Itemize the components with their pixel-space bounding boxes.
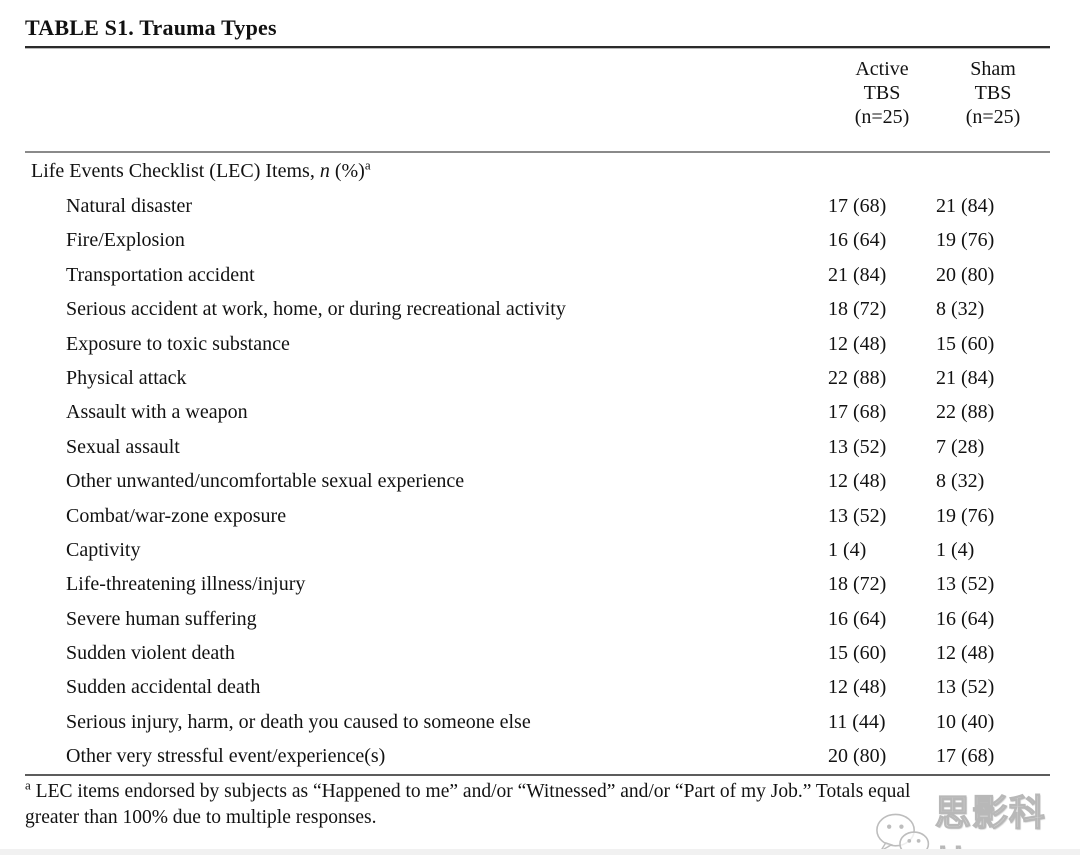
section-header-prefix: Life Events Checklist (LEC) Items, xyxy=(31,160,320,182)
sham-tbs-value: 19 (76) xyxy=(936,229,995,252)
table-row: Physical attack 22 (88) 21 (84) xyxy=(25,361,1050,395)
table-row: Other very stressful event/experience(s)… xyxy=(25,739,1050,773)
row-label: Captivity xyxy=(66,538,141,561)
active-tbs-value: 1 (4) xyxy=(828,538,867,561)
table-row: Natural disaster 17 (68) 21 (84) xyxy=(25,189,1050,223)
sham-tbs-value: 13 (52) xyxy=(936,676,995,699)
row-label: Exposure to toxic substance xyxy=(66,332,290,355)
sham-tbs-value: 10 (40) xyxy=(936,710,995,733)
header-divider-rule xyxy=(25,151,1050,153)
row-label: Serious accident at work, home, or durin… xyxy=(66,298,566,321)
active-tbs-value: 13 (52) xyxy=(828,435,887,458)
row-label: Natural disaster xyxy=(66,195,193,217)
table-row: Serious accident at work, home, or durin… xyxy=(25,292,1050,326)
sham-tbs-value: 1 (4) xyxy=(936,538,975,561)
row-label: Life-threatening illness/injury xyxy=(66,573,306,596)
sham-tbs-value: 7 (28) xyxy=(936,435,985,458)
table-content: TABLE S1. Trauma Types Active TBS (n=25)… xyxy=(25,0,1050,831)
active-tbs-value: 11 (44) xyxy=(828,710,886,733)
table-row: Exposure to toxic substance 12 (48) 15 (… xyxy=(25,327,1050,361)
table-row: Sudden violent death 15 (60) 12 (48) xyxy=(25,636,1050,670)
section-footnote-marker: a xyxy=(364,157,371,173)
row-label: Severe human suffering xyxy=(66,607,257,630)
active-tbs-value: 18 (72) xyxy=(828,573,887,596)
section-header-n-italic: n xyxy=(319,160,330,182)
column-header-line: TBS xyxy=(863,82,901,104)
sham-tbs-value: 22 (88) xyxy=(936,401,995,424)
row-label: Other very stressful event/experience(s) xyxy=(66,745,386,768)
table-row: Severe human suffering 16 (64) 16 (64) xyxy=(25,602,1050,636)
section-header-row: Life Events Checklist (LEC) Items, n (%)… xyxy=(25,153,1050,189)
footnote-line-1: LEC items endorsed by subjects as “Happe… xyxy=(30,780,911,802)
column-header-line: Active xyxy=(855,58,909,80)
active-tbs-value: 16 (64) xyxy=(828,607,887,630)
active-tbs-value: 17 (68) xyxy=(828,401,887,424)
bottom-edge-strip xyxy=(0,849,1080,855)
active-tbs-value: 12 (48) xyxy=(828,470,887,493)
sham-tbs-value: 17 (68) xyxy=(936,745,995,768)
section-header-suffix: (%) xyxy=(329,160,365,182)
active-tbs-value: 13 (52) xyxy=(828,504,887,527)
row-label: Fire/Explosion xyxy=(66,229,185,252)
active-tbs-value: 16 (64) xyxy=(828,229,887,252)
table-bottom-rule xyxy=(25,773,1050,776)
sham-tbs-value: 21 (84) xyxy=(936,366,995,389)
row-label: Physical attack xyxy=(66,366,187,389)
table-row: Serious injury, harm, or death you cause… xyxy=(25,705,1050,739)
column-header-line: TBS xyxy=(974,82,1012,104)
sham-tbs-value: 16 (64) xyxy=(936,607,995,630)
active-tbs-value: 15 (60) xyxy=(828,642,887,665)
row-label: Transportation accident xyxy=(66,263,255,286)
column-header-line: (n=25) xyxy=(854,106,910,128)
column-header-row: Active TBS (n=25) Sham TBS (n=25) xyxy=(25,49,1050,151)
title-rule-dark xyxy=(25,46,1050,48)
row-label: Sexual assault xyxy=(66,435,180,458)
sham-tbs-value: 8 (32) xyxy=(936,470,985,493)
row-label: Other unwanted/uncomfortable sexual expe… xyxy=(66,470,465,493)
active-tbs-value: 17 (68) xyxy=(828,195,887,217)
active-tbs-value: 20 (80) xyxy=(828,745,887,768)
active-tbs-value: 12 (48) xyxy=(828,676,887,699)
sham-tbs-value: 15 (60) xyxy=(936,332,995,355)
footnote-marker: a xyxy=(25,777,31,793)
row-label: Assault with a weapon xyxy=(66,401,248,424)
sham-tbs-value: 13 (52) xyxy=(936,573,995,596)
active-tbs-value: 21 (84) xyxy=(828,263,887,286)
footnote-line-2: greater than 100% due to multiple respon… xyxy=(25,806,377,828)
table-body: Natural disaster 17 (68) 21 (84) Fire/Ex… xyxy=(25,189,1050,774)
title-rule-light xyxy=(25,48,1050,49)
table-row: Combat/war-zone exposure 13 (52) 19 (76) xyxy=(25,499,1050,533)
row-label: Serious injury, harm, or death you cause… xyxy=(66,710,531,733)
sham-tbs-value: 12 (48) xyxy=(936,642,995,665)
row-label: Sudden accidental death xyxy=(66,676,261,699)
active-tbs-value: 22 (88) xyxy=(828,366,887,389)
sham-tbs-value: 21 (84) xyxy=(936,195,995,217)
table-title: TABLE S1. Trauma Types xyxy=(25,15,277,40)
sham-tbs-value: 19 (76) xyxy=(936,504,995,527)
table-row: Sexual assault 13 (52) 7 (28) xyxy=(25,430,1050,464)
active-tbs-value: 18 (72) xyxy=(828,298,887,321)
table-footnote: a LEC items endorsed by subjects as “Hap… xyxy=(25,777,1050,831)
row-label: Sudden violent death xyxy=(66,642,235,665)
row-label: Combat/war-zone exposure xyxy=(66,504,287,527)
column-header-sham-tbs: Sham TBS (n=25) xyxy=(936,57,1050,129)
table-row: Assault with a weapon 17 (68) 22 (88) xyxy=(25,395,1050,429)
table-row: Fire/Explosion 16 (64) 19 (76) xyxy=(25,223,1050,257)
active-tbs-value: 12 (48) xyxy=(828,332,887,355)
column-header-line: Sham xyxy=(970,58,1016,80)
section-header-label: Life Events Checklist (LEC) Items, n (%)… xyxy=(25,153,828,189)
column-header-line: (n=25) xyxy=(965,106,1021,128)
table-row: Transportation accident 21 (84) 20 (80) xyxy=(25,258,1050,292)
column-header-active-tbs: Active TBS (n=25) xyxy=(828,57,936,129)
table-row: Other unwanted/uncomfortable sexual expe… xyxy=(25,464,1050,498)
table-row: Captivity 1 (4) 1 (4) xyxy=(25,533,1050,567)
table-row: Sudden accidental death 12 (48) 13 (52) xyxy=(25,670,1050,704)
sham-tbs-value: 8 (32) xyxy=(936,298,985,321)
sham-tbs-value: 20 (80) xyxy=(936,263,995,286)
table-row: Life-threatening illness/injury 18 (72) … xyxy=(25,567,1050,601)
